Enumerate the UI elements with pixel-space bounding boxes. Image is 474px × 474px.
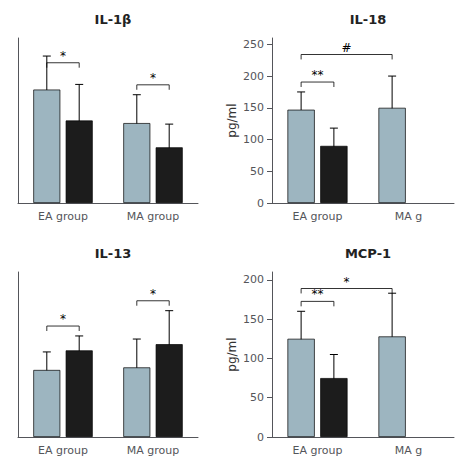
svg-text:EA group: EA group [38, 444, 88, 457]
svg-text:*: * [60, 49, 66, 63]
svg-text:50: 50 [250, 391, 264, 404]
svg-text:pg/ml: pg/ml [225, 337, 239, 371]
svg-text:0: 0 [257, 431, 264, 444]
svg-text:IL-13: IL-13 [95, 246, 132, 261]
svg-text:100: 100 [243, 352, 264, 365]
svg-text:*: * [150, 287, 156, 301]
svg-text:IL-1β: IL-1β [95, 12, 132, 27]
svg-text:EA group: EA group [38, 210, 88, 223]
svg-text:pg/ml: pg/ml [225, 103, 239, 137]
svg-text:EA group: EA group [293, 210, 343, 223]
svg-text:MA group: MA group [127, 210, 179, 223]
svg-text:200: 200 [243, 70, 264, 83]
svg-text:**: ** [312, 68, 324, 82]
svg-text:*: * [150, 71, 156, 85]
svg-text:200: 200 [243, 273, 264, 286]
svg-text:IL-18: IL-18 [350, 12, 387, 27]
svg-text:150: 150 [243, 313, 264, 326]
svg-text:MA group: MA group [127, 444, 179, 457]
svg-text:MA g: MA g [395, 210, 423, 223]
svg-text:50: 50 [250, 165, 264, 178]
svg-text:0: 0 [257, 197, 264, 210]
svg-text:*: * [344, 275, 350, 289]
svg-text:*: * [60, 312, 66, 326]
svg-text:MCP-1: MCP-1 [345, 246, 391, 261]
svg-text:150: 150 [243, 101, 264, 114]
svg-text:100: 100 [243, 133, 264, 146]
svg-text:250: 250 [243, 38, 264, 51]
svg-text:#: # [342, 41, 352, 55]
svg-text:EA group: EA group [293, 444, 343, 457]
svg-text:**: ** [312, 287, 324, 301]
svg-text:MA g: MA g [395, 444, 423, 457]
